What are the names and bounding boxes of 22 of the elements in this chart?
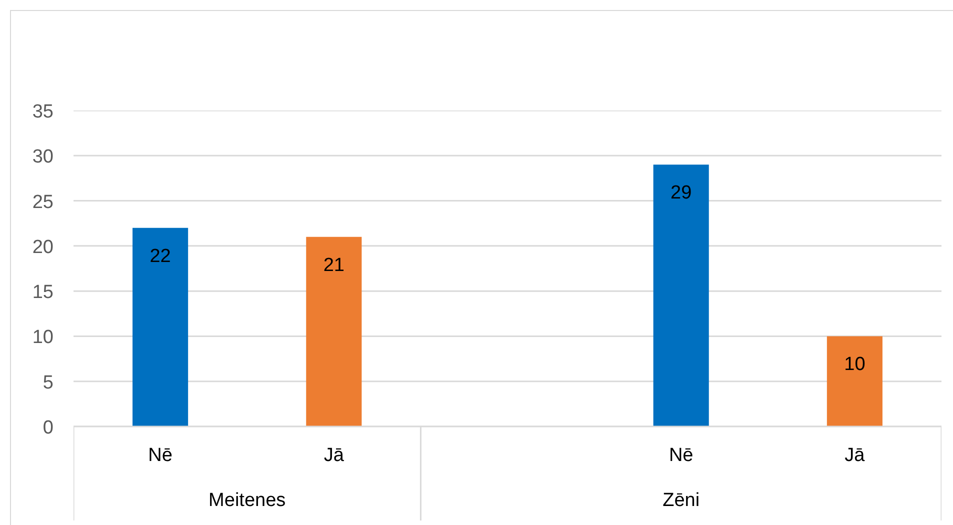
y-tick-label: 25 xyxy=(32,192,54,213)
y-tick-label: 15 xyxy=(32,282,54,304)
y-tick-label: 5 xyxy=(42,372,54,394)
data-label: 29 xyxy=(670,182,692,204)
y-tick-label: 30 xyxy=(32,146,54,168)
x-tick-label: Nē xyxy=(148,445,172,466)
x-tick-label: Nē xyxy=(668,445,694,466)
bar xyxy=(306,236,362,426)
x-tick-label: Jā xyxy=(324,445,344,466)
x-tick-label: Jā xyxy=(844,445,866,466)
text: Zēni xyxy=(662,490,700,511)
data-label: 22 xyxy=(150,246,171,267)
bar xyxy=(132,228,188,426)
text: Meitenes xyxy=(208,490,286,511)
bar xyxy=(826,336,882,426)
y-tick-label: 10 xyxy=(32,327,54,348)
y-tick-label: 35 xyxy=(32,102,54,122)
y-tick-label: 0 xyxy=(42,418,54,438)
data-label: 10 xyxy=(844,354,866,376)
data-label: 21 xyxy=(323,254,344,276)
y-tick-label: 20 xyxy=(32,236,54,258)
bar xyxy=(653,164,709,426)
